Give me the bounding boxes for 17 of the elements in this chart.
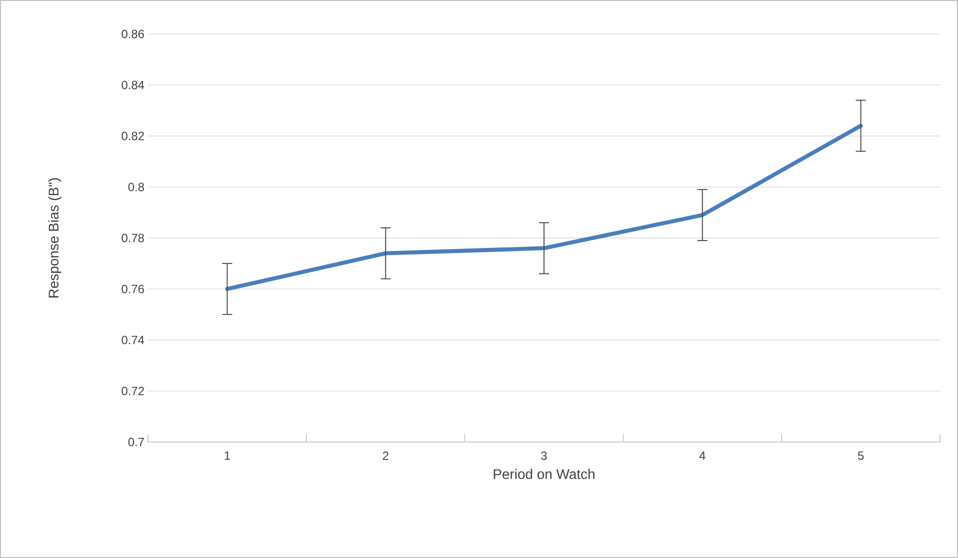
x-tick-label: 4 <box>699 452 706 460</box>
y-tick-label: 0.86 <box>122 30 144 38</box>
x-tick-label: 3 <box>541 452 547 460</box>
x-axis-title: Period on Watch <box>494 468 594 480</box>
y-tick-label: 0.7 <box>128 438 144 446</box>
y-axis-title: Response Bias (B") <box>48 178 62 298</box>
y-tick-label: 0.72 <box>122 386 144 396</box>
x-tick-label: 5 <box>858 452 864 460</box>
y-tick-label: 0.84 <box>122 80 144 90</box>
y-tick-label: 0.74 <box>122 336 144 344</box>
y-tick-label: 0.76 <box>122 284 144 294</box>
x-tick-label: 1 <box>224 452 230 460</box>
line-series <box>225 124 863 291</box>
y-tick-label: 0.8 <box>128 182 144 192</box>
y-tick-label: 0.82 <box>122 132 144 140</box>
y-tick-label: 0.78 <box>122 234 144 242</box>
x-tick-label: 2 <box>382 452 388 460</box>
